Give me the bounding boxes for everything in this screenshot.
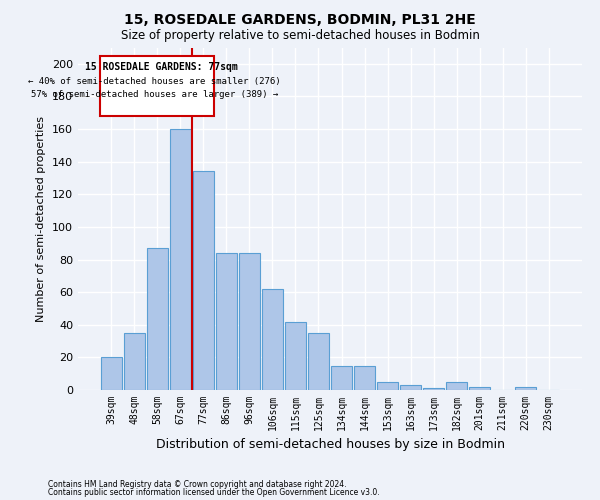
Text: 15 ROSEDALE GARDENS: 77sqm: 15 ROSEDALE GARDENS: 77sqm xyxy=(85,62,238,72)
Bar xyxy=(423,388,444,390)
Bar xyxy=(124,333,145,390)
Bar xyxy=(400,385,421,390)
Y-axis label: Number of semi-detached properties: Number of semi-detached properties xyxy=(37,116,46,322)
Bar xyxy=(354,366,375,390)
Bar xyxy=(170,129,191,390)
X-axis label: Distribution of semi-detached houses by size in Bodmin: Distribution of semi-detached houses by … xyxy=(155,438,505,452)
Bar xyxy=(377,382,398,390)
Bar xyxy=(446,382,467,390)
Bar xyxy=(515,386,536,390)
Bar xyxy=(216,253,237,390)
Bar xyxy=(308,333,329,390)
Text: Contains public sector information licensed under the Open Government Licence v3: Contains public sector information licen… xyxy=(48,488,380,497)
Bar xyxy=(193,172,214,390)
Bar xyxy=(469,386,490,390)
Bar xyxy=(262,289,283,390)
Text: ← 40% of semi-detached houses are smaller (276): ← 40% of semi-detached houses are smalle… xyxy=(28,77,281,86)
Bar xyxy=(147,248,167,390)
Text: Contains HM Land Registry data © Crown copyright and database right 2024.: Contains HM Land Registry data © Crown c… xyxy=(48,480,347,489)
Text: Size of property relative to semi-detached houses in Bodmin: Size of property relative to semi-detach… xyxy=(121,29,479,42)
Text: 57% of semi-detached houses are larger (389) →: 57% of semi-detached houses are larger (… xyxy=(31,90,278,99)
Text: 15, ROSEDALE GARDENS, BODMIN, PL31 2HE: 15, ROSEDALE GARDENS, BODMIN, PL31 2HE xyxy=(124,12,476,26)
Bar xyxy=(285,322,306,390)
FancyBboxPatch shape xyxy=(100,56,214,116)
Bar xyxy=(331,366,352,390)
Bar xyxy=(101,358,122,390)
Bar xyxy=(239,253,260,390)
